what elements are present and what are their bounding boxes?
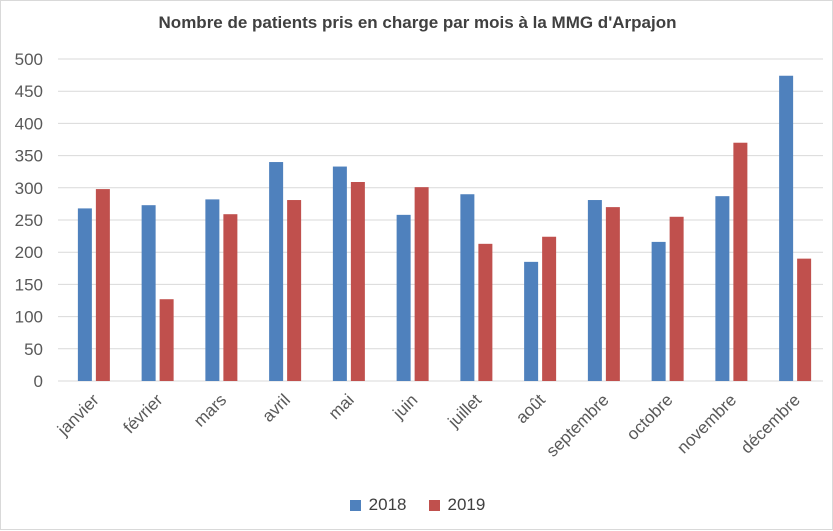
x-tick-label: septembre (542, 390, 612, 460)
y-tick-label: 250 (15, 211, 43, 230)
y-tick-label: 100 (15, 308, 43, 327)
x-tick-label: juin (389, 390, 422, 423)
y-tick-label: 450 (15, 82, 43, 101)
bar-2018-janvier (77, 208, 92, 381)
legend-label-2019: 2019 (447, 495, 486, 514)
y-tick-label: 0 (34, 372, 43, 391)
x-axis-ticks: janvier février mars avril mai juin juillet aoû… (53, 390, 804, 460)
y-tick-label: 200 (15, 243, 43, 262)
legend-item-2018: 2018 (349, 495, 407, 515)
x-tick-label: avril (258, 390, 293, 425)
bar-2019-avril (287, 200, 302, 381)
x-tick-label: janvier (53, 390, 103, 440)
legend: 2018 2019 (1, 495, 833, 515)
x-tick-label: octobre (623, 390, 677, 444)
y-axis-ticks: 0 50 100 150 200 250 300 350 400 450 500 (15, 50, 43, 391)
legend-swatch-2018 (349, 499, 361, 511)
x-tick-label: novembre (673, 390, 740, 457)
y-tick-label: 50 (24, 340, 43, 359)
bar-2019-mai (350, 182, 365, 381)
legend-swatch-2019 (428, 499, 440, 511)
bar-2018-juin (396, 214, 411, 381)
chart-title: Nombre de patients pris en charge par mo… (158, 13, 677, 32)
bar-2019-janvier (95, 189, 110, 381)
x-tick-label: février (120, 390, 167, 437)
bar-2019-février (159, 299, 174, 381)
x-tick-label: mars (190, 390, 230, 430)
y-tick-label: 150 (15, 275, 43, 294)
bar-2018-septembre (587, 200, 602, 381)
y-tick-label: 400 (15, 114, 43, 133)
bars (77, 75, 812, 381)
bar-2018-décembre (779, 75, 794, 381)
bar-2019-octobre (669, 216, 684, 381)
bar-2018-avril (269, 162, 284, 381)
bar-2018-novembre (715, 196, 730, 381)
legend-item-2019: 2019 (428, 495, 486, 515)
bar-2018-février (141, 205, 156, 381)
x-tick-label: décembre (737, 390, 804, 457)
bar-2019-septembre (605, 207, 620, 381)
bar-2018-août (524, 261, 539, 381)
y-tick-label: 500 (15, 50, 43, 69)
bar-2018-juillet (460, 194, 475, 381)
bar-2019-juillet (478, 243, 493, 381)
bar-2018-mars (205, 199, 220, 381)
bar-2019-novembre (733, 142, 748, 381)
y-tick-label: 350 (15, 147, 43, 166)
x-tick-label: mai (325, 390, 358, 423)
bar-2019-août (542, 236, 557, 381)
x-tick-label: août (512, 390, 549, 427)
gridlines (58, 58, 823, 382)
bar-2018-mai (332, 166, 347, 381)
bar-2019-mars (223, 214, 238, 381)
legend-label-2018: 2018 (368, 495, 407, 514)
bar-2018-octobre (651, 241, 666, 381)
x-tick-label: juillet (444, 390, 486, 432)
bar-2019-décembre (797, 258, 812, 381)
bar-2019-juin (414, 187, 429, 381)
y-tick-label: 300 (15, 179, 43, 198)
